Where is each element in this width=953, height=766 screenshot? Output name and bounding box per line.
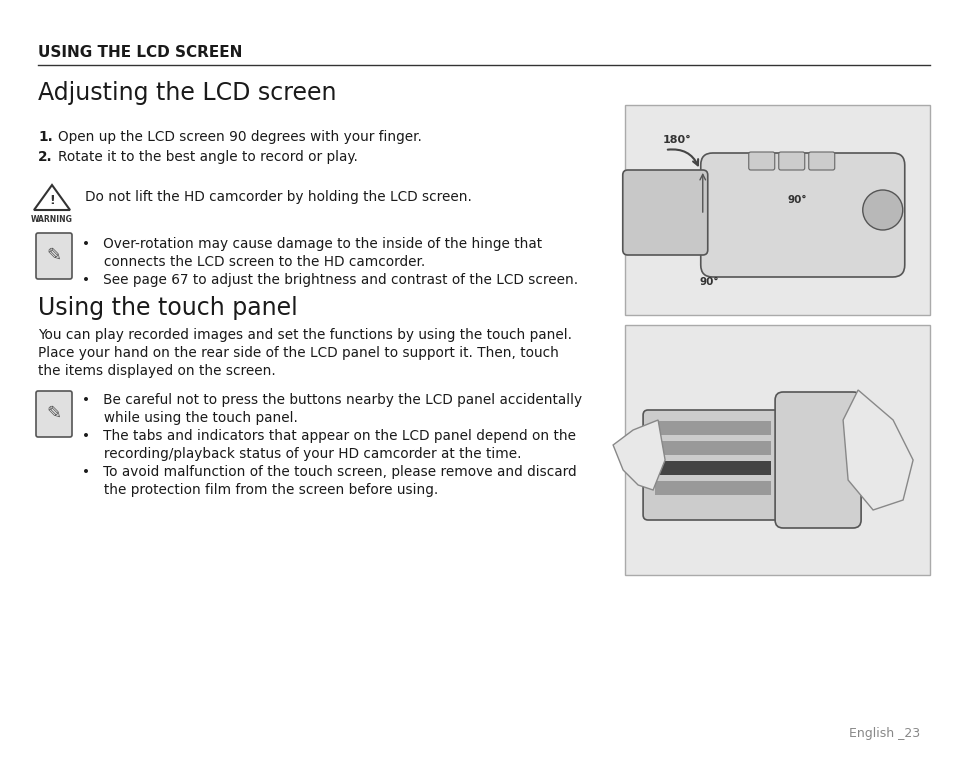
Text: 1.: 1. xyxy=(38,130,52,144)
Text: •   See page 67 to adjust the brightness and contrast of the LCD screen.: • See page 67 to adjust the brightness a… xyxy=(82,273,578,287)
Text: 90°: 90° xyxy=(700,277,719,287)
Text: Open up the LCD screen 90 degrees with your finger.: Open up the LCD screen 90 degrees with y… xyxy=(58,130,421,144)
Text: Rotate it to the best angle to record or play.: Rotate it to the best angle to record or… xyxy=(58,150,357,164)
Bar xyxy=(624,325,929,575)
FancyBboxPatch shape xyxy=(622,170,707,255)
Polygon shape xyxy=(842,390,912,510)
Text: •   Be careful not to press the buttons nearby the LCD panel accidentally: • Be careful not to press the buttons ne… xyxy=(82,393,581,407)
Text: the protection film from the screen before using.: the protection film from the screen befo… xyxy=(82,483,437,497)
Text: Place your hand on the rear side of the LCD panel to support it. Then, touch: Place your hand on the rear side of the … xyxy=(38,346,558,360)
Text: •   The tabs and indicators that appear on the LCD panel depend on the: • The tabs and indicators that appear on… xyxy=(82,429,576,443)
Text: !: ! xyxy=(49,194,55,207)
Text: 180°: 180° xyxy=(662,135,691,145)
FancyBboxPatch shape xyxy=(700,153,903,277)
Bar xyxy=(655,461,770,475)
Text: USING THE LCD SCREEN: USING THE LCD SCREEN xyxy=(38,45,242,60)
Bar xyxy=(624,105,929,315)
Text: WARNING: WARNING xyxy=(31,215,72,224)
Text: ✎: ✎ xyxy=(47,405,62,423)
Bar xyxy=(655,441,770,455)
Text: recording/playback status of your HD camcorder at the time.: recording/playback status of your HD cam… xyxy=(82,447,521,461)
Circle shape xyxy=(862,190,902,230)
Text: Adjusting the LCD screen: Adjusting the LCD screen xyxy=(38,81,336,105)
FancyBboxPatch shape xyxy=(642,410,782,520)
FancyBboxPatch shape xyxy=(36,233,71,279)
Text: English _23: English _23 xyxy=(848,727,919,740)
FancyBboxPatch shape xyxy=(808,152,834,170)
Text: while using the touch panel.: while using the touch panel. xyxy=(82,411,297,425)
Text: the items displayed on the screen.: the items displayed on the screen. xyxy=(38,364,275,378)
Text: •   To avoid malfunction of the touch screen, please remove and discard: • To avoid malfunction of the touch scre… xyxy=(82,465,576,479)
Text: Using the touch panel: Using the touch panel xyxy=(38,296,297,320)
Text: •   Over-rotation may cause damage to the inside of the hinge that: • Over-rotation may cause damage to the … xyxy=(82,237,541,251)
Text: Do not lift the HD camcorder by holding the LCD screen.: Do not lift the HD camcorder by holding … xyxy=(85,190,472,204)
Text: ✎: ✎ xyxy=(47,247,62,265)
Text: connects the LCD screen to the HD camcorder.: connects the LCD screen to the HD camcor… xyxy=(82,255,425,269)
Bar xyxy=(655,421,770,435)
FancyBboxPatch shape xyxy=(778,152,804,170)
Text: 90°: 90° xyxy=(787,195,806,205)
Bar xyxy=(655,481,770,495)
FancyBboxPatch shape xyxy=(36,391,71,437)
FancyBboxPatch shape xyxy=(774,392,861,528)
Polygon shape xyxy=(613,420,664,490)
Text: 2.: 2. xyxy=(38,150,52,164)
Text: You can play recorded images and set the functions by using the touch panel.: You can play recorded images and set the… xyxy=(38,328,572,342)
FancyBboxPatch shape xyxy=(748,152,774,170)
